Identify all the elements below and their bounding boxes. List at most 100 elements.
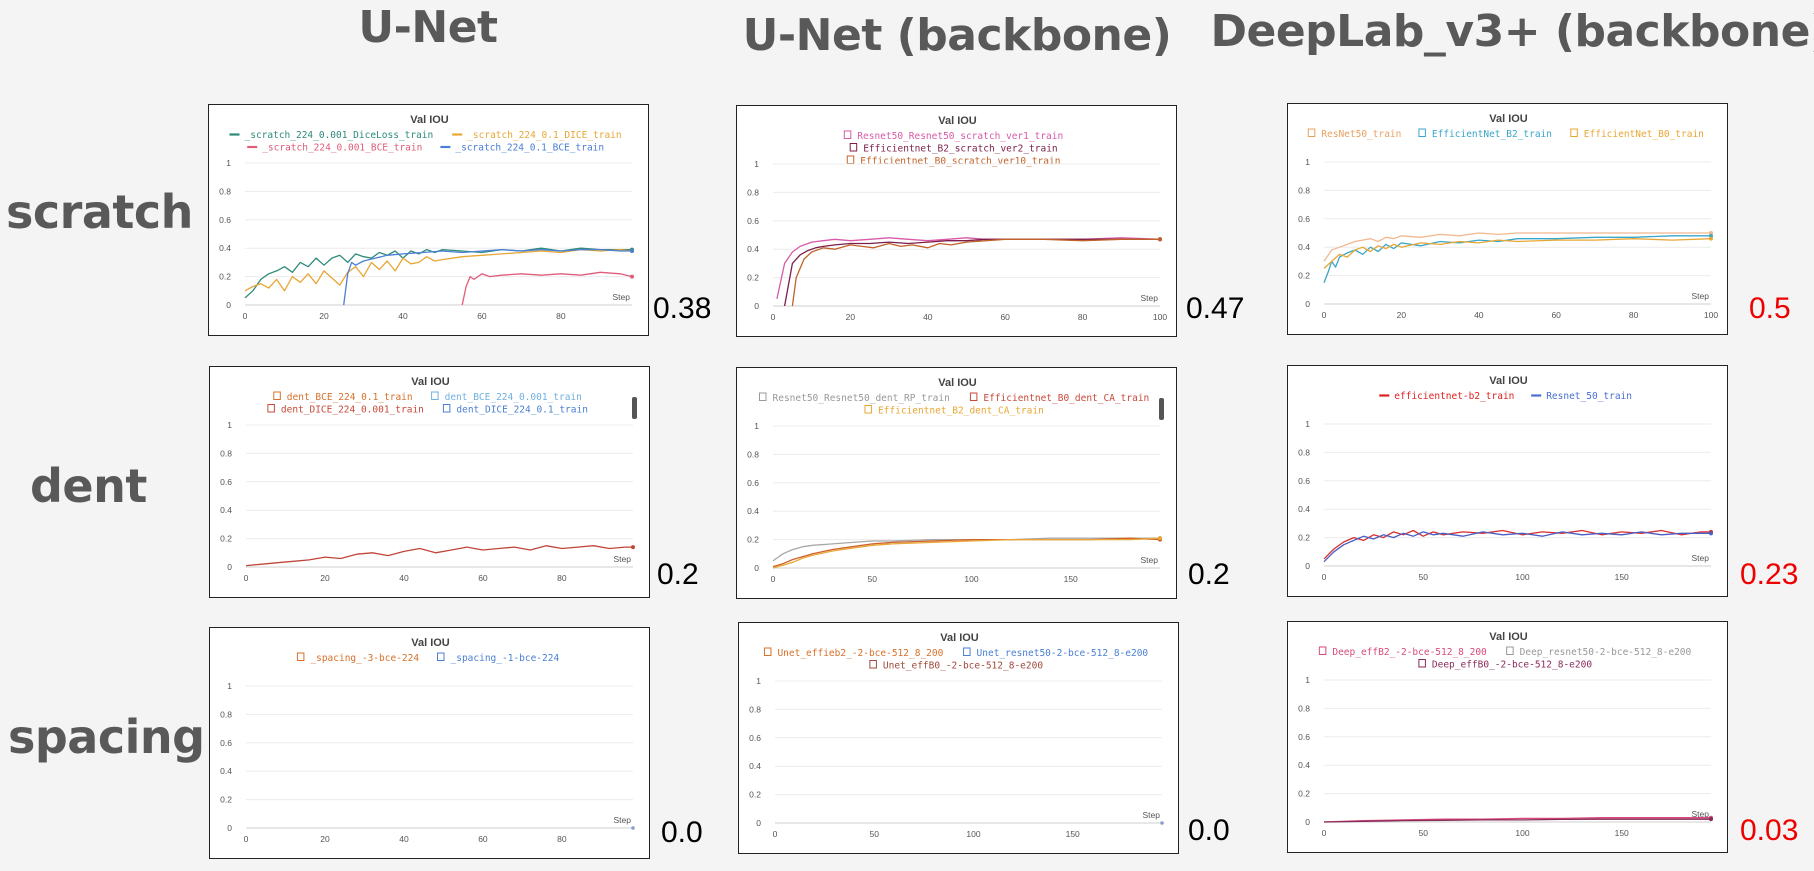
y-tick-label: 0.8: [220, 709, 232, 719]
x-tick-label: 20: [319, 311, 329, 321]
series-line: [1323, 531, 1711, 563]
series-line: [776, 237, 1161, 300]
legend-label: _scratch_224_0.001_BCE_train: [262, 143, 422, 154]
chart-title: Val IOU: [1489, 631, 1528, 643]
x-tick-label: 100: [966, 829, 980, 839]
y-tick-label: 0.6: [1298, 214, 1310, 224]
chart-panel-unet-backbone-scratch: Val IOU Resnet50_Resnet50_scratch_ver1_tr…: [736, 105, 1177, 337]
x-tick-label: 100: [964, 574, 978, 584]
x-tick-label: 50: [1418, 828, 1428, 838]
y-tick-label: 0.8: [1298, 185, 1310, 195]
y-tick-label: 0.6: [747, 216, 759, 226]
series-line: [772, 537, 1160, 562]
series-end-point: [1709, 531, 1713, 536]
x-tick-label: 40: [398, 311, 408, 321]
iou-score: 0.47: [1186, 292, 1245, 325]
x-tick-label: 80: [1629, 310, 1639, 320]
legend-swatch: [969, 392, 978, 401]
legend-label: efficientnet-b2_train: [1394, 391, 1514, 402]
legend-swatch: [869, 660, 877, 669]
series-line: [461, 271, 633, 306]
x-tick-label: 0: [244, 573, 249, 583]
chart-panel-deeplab-dent: Val IOU efficientnet-b2_train Resnet_50_tr…: [1287, 365, 1728, 597]
legend-swatch: [849, 143, 858, 152]
legend-label: Efficientnet_B2_dent_CA_train: [878, 406, 1044, 417]
legend-label: dent_DICE_224_0.1_train: [456, 405, 588, 416]
legend-label: _scratch_224_0.001_DiceLoss_train: [245, 130, 434, 141]
x-axis-label: Step: [1141, 293, 1159, 303]
x-tick-label: 150: [1064, 574, 1078, 584]
legend-scrollbar[interactable]: [1159, 398, 1164, 420]
chart-svg: Val IOU ResNet50_train EfficientNet_B2_tra…: [1298, 113, 1718, 320]
x-tick-label: 0: [1322, 828, 1327, 838]
chart-svg: Val IOU dent_BCE_224_0.1_train dent_BCE_22…: [220, 376, 635, 583]
series-end-point: [631, 545, 635, 550]
x-tick-label: 50: [869, 829, 879, 839]
y-tick-label: 0.2: [749, 790, 761, 800]
y-tick-label: 0.8: [747, 187, 759, 197]
y-tick-label: 0: [1305, 299, 1310, 309]
x-axis-label: Step: [613, 292, 631, 302]
x-tick-label: 40: [399, 573, 409, 583]
iou-score: 0.23: [1740, 558, 1799, 591]
column-title-deeplab-backbone: DeepLab_v3+ (backbone): [1210, 6, 1814, 57]
legend-label: Resnet50_Resnet50_dent_RP_train: [773, 393, 950, 404]
x-tick-label: 60: [477, 311, 487, 321]
legend-label: Deep_effB0_-2-bce-512_8-e200: [1432, 660, 1592, 671]
x-tick-label: 40: [1474, 310, 1484, 320]
series-line: [1323, 817, 1711, 823]
series-end-point: [1160, 821, 1164, 825]
chart-panel-unet-backbone-spacing: Val IOU Unet_effieb2_-2-bce-512_8_200 Unet…: [738, 622, 1179, 854]
y-tick-label: 0.6: [1298, 476, 1310, 486]
y-tick-label: 0.6: [219, 215, 231, 225]
legend-label: dent_DICE_224_0.001_train: [281, 405, 424, 416]
y-tick-label: 0.6: [1298, 732, 1310, 742]
x-tick-label: 0: [771, 574, 776, 584]
y-tick-label: 0.8: [1298, 703, 1310, 713]
iou-score: 0.03: [1740, 814, 1799, 847]
x-tick-label: 40: [923, 312, 933, 322]
y-tick-label: 0.4: [1298, 760, 1310, 770]
legend-label: _scratch_224_0.1_DICE_train: [467, 130, 621, 141]
y-tick-label: 0.6: [747, 478, 759, 488]
chart-svg: Val IOU Resnet50_Resnet50_scratch_ver1_tr…: [747, 115, 1167, 322]
column-title-unet-backbone: U-Net (backbone): [742, 10, 1172, 61]
legend-label: Resnet50_Resnet50_scratch_ver1_train: [857, 131, 1063, 142]
y-tick-label: 0: [756, 818, 761, 828]
y-tick-label: 0.2: [1298, 533, 1310, 543]
legend-swatch: [843, 130, 852, 139]
x-tick-label: 80: [557, 834, 567, 844]
iou-score: 0.38: [653, 292, 712, 325]
y-tick-label: 0.8: [747, 449, 759, 459]
legend-label: Unet_effB0_-2-bce-512_8-e200: [883, 661, 1043, 672]
iou-score: 0.0: [1188, 814, 1230, 847]
series-end-point: [1158, 237, 1162, 242]
legend-label: Unet_effieb2_-2-bce-512_8_200: [777, 648, 943, 659]
chart-panel-deeplab-spacing: Val IOU Deep_effB2_-2-bce-512_8_200 Deep_r…: [1287, 621, 1728, 853]
x-tick-label: 80: [556, 311, 566, 321]
x-tick-label: 60: [1551, 310, 1561, 320]
x-axis-label: Step: [1143, 810, 1161, 820]
y-tick-label: 0.6: [220, 477, 232, 487]
y-tick-label: 0.8: [220, 448, 232, 458]
series-line: [772, 537, 1161, 568]
chart-panel-unet-dent: Val IOU dent_BCE_224_0.1_train dent_BCE_22…: [209, 366, 650, 598]
legend-swatch: [763, 647, 772, 656]
y-tick-label: 0.8: [1298, 447, 1310, 457]
y-tick-label: 1: [227, 681, 232, 691]
legend-swatch: [1307, 128, 1316, 137]
y-tick-label: 0: [1305, 561, 1310, 571]
legend-scrollbar[interactable]: [632, 397, 637, 419]
x-tick-label: 20: [320, 573, 330, 583]
column-title-unet: U-Net: [358, 2, 498, 53]
series-line: [1323, 232, 1711, 262]
series-end-point: [1709, 817, 1713, 822]
x-axis-label: Step: [1692, 809, 1710, 819]
y-tick-label: 0.4: [749, 761, 761, 771]
x-axis-label: Step: [614, 815, 632, 825]
series-line: [244, 248, 633, 292]
legend-label: dent_BCE_224_0.001_train: [445, 392, 582, 403]
y-tick-label: 0.4: [1298, 242, 1310, 252]
chart-panel-unet-backbone-dent: Val IOU Resnet50_Resnet50_dent_RP_train Ef…: [736, 367, 1177, 599]
